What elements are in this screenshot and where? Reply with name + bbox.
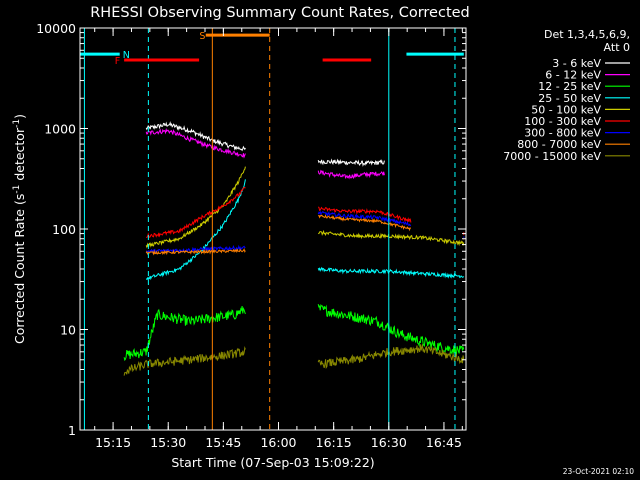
y-tick-label: 10000 — [36, 21, 76, 36]
series-100-300-kev — [80, 187, 465, 239]
series-12-25-kev — [80, 303, 465, 365]
x-tick-label: 15:15 — [95, 435, 131, 450]
series-line — [145, 166, 246, 249]
series-line — [318, 206, 412, 223]
series-line — [123, 345, 246, 376]
chart-title: RHESSI Observing Summary Count Rates, Co… — [90, 5, 470, 21]
series-6-12-kev — [145, 127, 385, 180]
x-tick-label: 16:00 — [260, 435, 296, 450]
legend-label: 300 - 800 keV — [524, 127, 601, 140]
series-line — [317, 158, 385, 167]
series-line — [317, 266, 465, 279]
series-25-50-kev — [80, 179, 465, 282]
series-3-6-kev — [145, 121, 385, 167]
series-800-7000-kev — [80, 214, 465, 256]
flag-s-label: S — [199, 31, 205, 42]
y-tick-label: 10 — [60, 323, 76, 338]
legend-label: 100 - 300 keV — [524, 115, 601, 128]
legend-label: 6 - 12 keV — [545, 69, 601, 82]
series-line — [145, 248, 246, 256]
series-line — [317, 303, 465, 356]
legend-label: 25 - 50 keV — [538, 92, 601, 105]
legend-header-attenuator: Att 0 — [604, 41, 630, 54]
series-50-100-kev — [80, 166, 465, 249]
x-axis-label: Start Time (07-Sep-03 15:09:22) — [171, 455, 374, 470]
series-line — [123, 306, 246, 362]
series-line — [318, 214, 411, 232]
series-line — [145, 179, 246, 282]
series-line — [318, 229, 465, 247]
legend-label: 7000 - 15000 keV — [503, 150, 601, 163]
series-7000-15000-kev — [80, 344, 465, 378]
series-line — [317, 210, 412, 227]
x-tick-label: 16:30 — [371, 435, 407, 450]
series-line — [146, 187, 246, 239]
legend-label: 50 - 100 keV — [531, 103, 601, 116]
y-axis-label: Corrected Count Rate (s-1 detector-1) — [12, 114, 27, 344]
flag-f-label: F — [115, 56, 120, 67]
series-line — [317, 169, 385, 180]
series-300-800-kev — [80, 210, 465, 255]
legend-label: 800 - 7000 keV — [517, 138, 601, 151]
y-tick-label: 1000 — [44, 122, 76, 137]
legend-label: 3 - 6 keV — [552, 57, 601, 70]
legend-header-detectors: Det 1,3,4,5,6,9, — [544, 28, 630, 41]
x-tick-label: 15:30 — [150, 435, 186, 450]
series-line — [145, 127, 246, 159]
series-line — [145, 121, 246, 152]
y-tick-label: 1 — [68, 423, 76, 438]
x-tick-label: 16:15 — [316, 435, 352, 450]
x-tick-label: 15:45 — [205, 435, 241, 450]
series-line — [145, 244, 246, 255]
y-tick-label: 100 — [52, 222, 76, 237]
x-tick-label: 16:45 — [426, 435, 462, 450]
flag-n-label: N — [123, 50, 130, 61]
legend-label: 12 - 25 keV — [538, 80, 601, 93]
series-line — [317, 344, 465, 370]
generation-timestamp: 23-Oct-2021 02:10 — [563, 467, 634, 476]
